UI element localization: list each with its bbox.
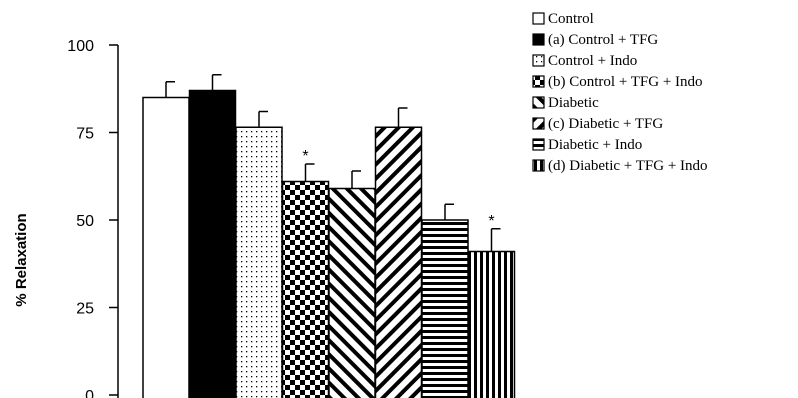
y-tick-label: 0: [85, 388, 94, 398]
y-tick-label: 75: [76, 126, 94, 143]
legend-swatch: [532, 54, 545, 67]
bar: [328, 187, 376, 398]
legend-swatch: [532, 75, 545, 88]
bar: [142, 96, 190, 398]
bar: [235, 126, 283, 398]
legend-swatch: [532, 117, 545, 130]
legend-label: Diabetic: [548, 95, 599, 111]
legend-label: (d) Diabetic + TFG + Indo: [548, 158, 708, 174]
legend-swatch: [532, 33, 545, 46]
legend-swatch: [532, 138, 545, 151]
bar: [421, 219, 469, 398]
bar: [467, 250, 516, 398]
y-tick-label: 50: [76, 213, 94, 230]
y-axis-label: % Relaxation: [13, 213, 30, 306]
legend-label: (b) Control + TFG + Indo: [548, 74, 703, 90]
bar: [374, 126, 423, 398]
legend-label: Control + Indo: [548, 53, 637, 69]
legend-swatch: [532, 12, 545, 25]
significance-marker: *: [488, 213, 494, 230]
bar: [188, 89, 237, 398]
significance-marker: *: [302, 148, 308, 165]
legend-swatch: [532, 96, 545, 109]
y-tick-label: 25: [76, 301, 94, 318]
legend-label: (a) Control + TFG: [548, 32, 658, 48]
legend-swatch: [532, 159, 545, 172]
legend-label: (c) Diabetic + TFG: [548, 116, 663, 132]
legend-label: Control: [548, 11, 594, 27]
bar: [281, 180, 330, 398]
y-tick-label: 100: [67, 38, 94, 55]
legend-label: Diabetic + Indo: [548, 137, 642, 153]
